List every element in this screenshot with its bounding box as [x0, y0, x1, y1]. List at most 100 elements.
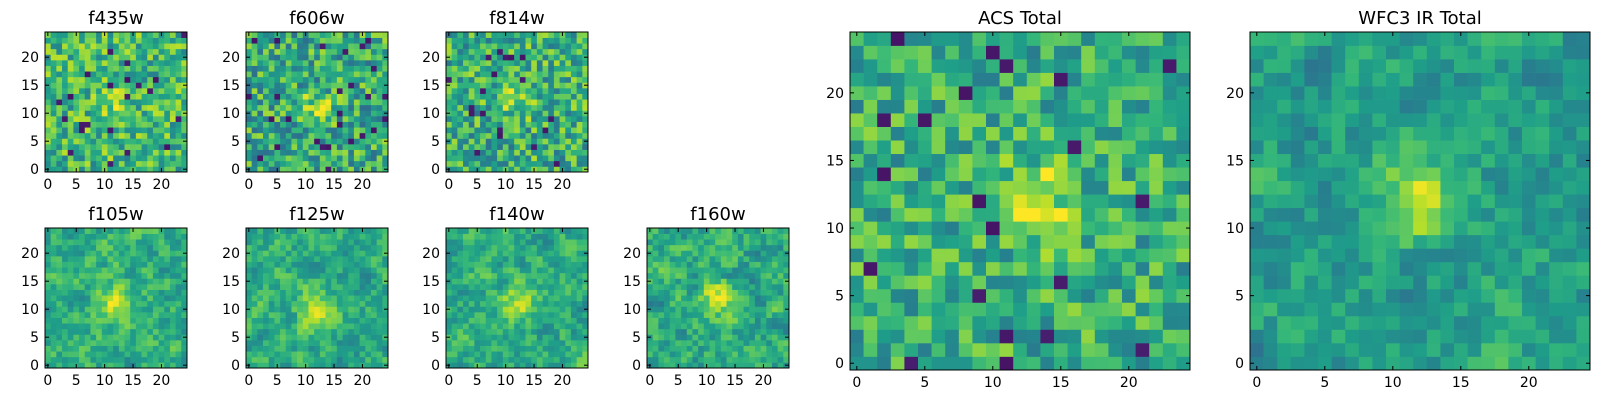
heatmap-cell: [359, 37, 366, 44]
heatmap-cell: [152, 82, 159, 89]
heatmap-cell: [531, 272, 538, 279]
heatmap-cell: [325, 356, 332, 363]
heatmap-cell: [1054, 302, 1068, 317]
heatmap-cell: [376, 244, 383, 251]
heatmap-cell: [257, 340, 264, 346]
heatmap-cell: [783, 345, 790, 352]
heatmap-cell: [348, 278, 355, 285]
heatmap-cell: [319, 261, 326, 268]
heatmap-cell: [56, 328, 63, 335]
heatmap-cell: [158, 267, 165, 274]
heatmap-cell: [972, 329, 987, 344]
heatmap-cell: [107, 104, 114, 111]
heatmap-cell: [147, 48, 154, 55]
heatmap-cell: [376, 356, 383, 363]
heatmap-cell: [658, 272, 665, 279]
heatmap-cell: [319, 48, 326, 55]
heatmap-cell: [285, 76, 292, 83]
heatmap-cell: [274, 267, 281, 274]
heatmap-cell: [280, 127, 287, 134]
heatmap-cell: [1026, 207, 1041, 222]
heatmap-cell: [519, 166, 526, 173]
heatmap-cell: [497, 323, 504, 330]
heatmap-cell: [508, 340, 515, 346]
y-tick-label: 0: [632, 358, 641, 374]
heatmap-cell: [525, 82, 532, 89]
heatmap-cell: [986, 275, 1000, 290]
heatmap-cell: [370, 54, 377, 61]
heatmap-cell: [652, 362, 659, 369]
heatmap-cell: [548, 82, 555, 89]
heatmap-cell: [1122, 167, 1136, 182]
heatmap-cell: [342, 43, 349, 50]
x-tick-label: 10: [96, 373, 114, 389]
heatmap-cell: [958, 207, 973, 222]
heatmap-cell: [570, 166, 577, 173]
heatmap-cell: [468, 228, 475, 234]
heatmap-cell: [175, 278, 182, 285]
heatmap-cell: [135, 334, 142, 341]
heatmap-cell: [308, 48, 315, 55]
heatmap-cell: [777, 256, 784, 262]
heatmap-cell: [945, 288, 960, 303]
heatmap-cell: [101, 160, 108, 167]
heatmap-cell: [141, 60, 148, 66]
heatmap-cell: [497, 284, 504, 290]
heatmap-cell: [331, 289, 338, 296]
heatmap-cell: [314, 37, 321, 44]
heatmap-cell: [370, 65, 377, 72]
y-tick-label: 20: [422, 246, 440, 262]
heatmap-cell: [314, 54, 321, 61]
heatmap-cell: [130, 76, 137, 83]
heatmap-cell: [365, 160, 372, 167]
heatmap-cell: [553, 317, 560, 324]
heatmap-cell: [50, 160, 57, 167]
heatmap-cell: [497, 43, 504, 50]
heatmap-cell: [931, 342, 946, 357]
heatmap-cell: [96, 166, 103, 173]
heatmap-cell: [1135, 221, 1150, 236]
heatmap-cell: [451, 60, 458, 66]
heatmap-cell: [480, 300, 487, 307]
heatmap-cell: [147, 166, 154, 173]
heatmap-cell: [348, 351, 355, 358]
heatmap-cell: [1067, 302, 1082, 317]
heatmap-cell: [877, 194, 892, 209]
heatmap-cell: [56, 116, 63, 122]
heatmap-cell: [664, 345, 671, 352]
heatmap-cell: [508, 144, 515, 150]
heatmap-cell: [257, 356, 264, 363]
heatmap-cell: [559, 356, 566, 363]
heatmap-cell: [1122, 234, 1136, 249]
heatmap-cell: [698, 328, 705, 335]
heatmap-cell: [576, 132, 583, 139]
heatmap-cell: [686, 295, 693, 302]
heatmap-cell: [274, 345, 281, 352]
heatmap-cell: [50, 32, 57, 38]
axes-frame: [245, 227, 389, 369]
heatmap-cell: [485, 278, 492, 285]
heatmap-cell: [514, 166, 521, 173]
heatmap-cell: [325, 132, 332, 139]
heatmap-cell: [698, 233, 705, 240]
heatmap-cell: [263, 160, 270, 167]
heatmap-cell: [175, 166, 182, 173]
heatmap-cell: [331, 328, 338, 335]
heatmap-cell: [291, 93, 298, 100]
heatmap-cell: [268, 351, 275, 358]
heatmap-cell: [297, 166, 304, 173]
heatmap-cell: [692, 261, 699, 268]
heatmap-cell: [669, 278, 676, 285]
heatmap-cell: [342, 362, 349, 369]
heatmap-cell: [246, 160, 253, 167]
heatmap-cell: [508, 334, 515, 341]
heatmap-cell: [692, 239, 699, 246]
heatmap-cell: [972, 194, 987, 209]
heatmap-cell: [457, 116, 464, 122]
heatmap-cell: [531, 317, 538, 324]
heatmap-cell: [485, 37, 492, 44]
heatmap-cell: [130, 82, 137, 89]
heatmap-cell: [280, 82, 287, 89]
heatmap-cell: [502, 278, 509, 285]
